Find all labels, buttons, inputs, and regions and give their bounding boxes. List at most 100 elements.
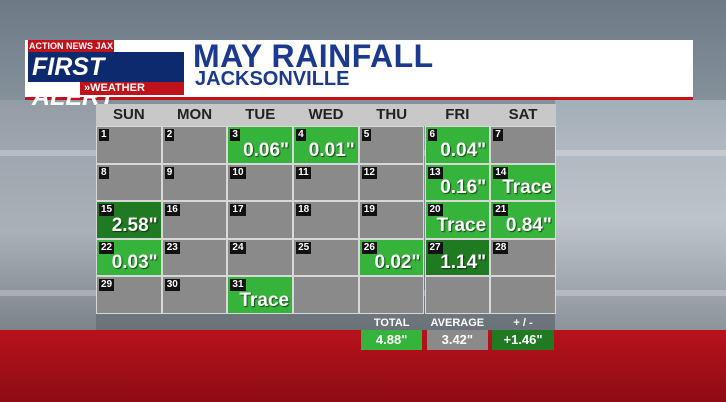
calendar-empty-cell (293, 276, 359, 314)
calendar-day-11: 11 (293, 163, 359, 201)
day-number: 18 (296, 204, 312, 216)
day-number: 17 (230, 204, 246, 216)
summary-total-value: 4.88" (360, 329, 423, 350)
weekday-sat: SAT (508, 106, 538, 123)
day-number: 19 (361, 204, 377, 216)
summary-average-label: AVERAGE (430, 316, 485, 329)
page-title: MAY RAINFALL (193, 38, 434, 74)
calendar-empty-cell (490, 276, 556, 314)
rain-amount: 0.01" (308, 139, 355, 161)
calendar-day-20: 20 Trace (424, 201, 491, 239)
summary-difference-value: +1.46" (492, 329, 554, 350)
day-number: 9 (164, 166, 175, 179)
calendar-day-26: 26 0.02" (358, 238, 425, 276)
calendar-day-23: 23 (161, 238, 228, 276)
calendar-day-3: 3 0.06" (227, 126, 294, 164)
day-number: 8 (99, 166, 109, 179)
calendar-day-6: 6 0.04" (424, 126, 491, 164)
calendar-day-24: 24 (227, 238, 294, 276)
calendar-day-2: 2 (161, 126, 228, 164)
background-left (0, 100, 96, 340)
rain-amount: Trace (239, 289, 290, 311)
day-number: 16 (164, 204, 180, 216)
day-number: 31 (230, 279, 246, 291)
weekday-thu: THU (376, 106, 408, 123)
calendar-day-8: 8 (96, 163, 162, 201)
rain-amount: 1.14" (440, 252, 487, 273)
background-right (555, 100, 726, 340)
day-number: 21 (493, 204, 509, 216)
calendar-day-10: 10 (227, 163, 294, 201)
day-number: 10 (230, 166, 246, 179)
day-number: 23 (164, 241, 180, 254)
calendar-day-18: 18 (293, 201, 359, 239)
day-number: 4 (296, 129, 306, 141)
day-number: 20 (427, 204, 443, 216)
page-subtitle: JACKSONVILLE (195, 68, 350, 90)
day-number: 30 (164, 279, 180, 291)
weekday-tue: TUE (245, 106, 276, 123)
calendar-day-29: 29 (96, 276, 162, 314)
calendar-day-5: 5 (358, 126, 425, 164)
calendar-day-1: 1 (96, 126, 162, 164)
summary-average-value: 3.42" (426, 329, 489, 350)
day-number: 15 (99, 204, 115, 216)
rain-amount: 0.04" (440, 139, 487, 161)
day-number: 5 (361, 129, 372, 141)
calendar-day-12: 12 (358, 163, 425, 201)
weekday-sun: SUN (113, 106, 145, 123)
calendar-day-4: 4 0.01" (293, 126, 359, 164)
rainfall-calendar: SUN MON TUE WED THU FRI SAT 1 2 3 0.06" 4 0.01" 5 6 0.… (96, 104, 556, 353)
weekday-header: SUN MON TUE WED THU FRI SAT (96, 104, 556, 126)
day-number: 28 (493, 241, 509, 254)
calendar-day-14: 14 Trace (490, 163, 556, 201)
day-number: 7 (493, 129, 503, 141)
calendar-day-15: 15 2.58" (96, 201, 162, 239)
weekday-wed: WED (308, 106, 344, 123)
day-number: 22 (99, 241, 115, 254)
calendar-day-22: 22 0.03" (96, 238, 162, 276)
day-number: 2 (164, 129, 175, 141)
day-number: 1 (99, 129, 109, 141)
rain-amount: Trace (502, 177, 552, 198)
calendar-day-7: 7 (490, 126, 556, 164)
calendar-day-13: 13 0.16" (424, 163, 491, 201)
day-number: 12 (361, 166, 377, 179)
summary-total-label: TOTAL (373, 316, 410, 329)
rain-amount: Trace (436, 214, 487, 236)
weekday-mon: MON (177, 106, 213, 123)
rain-amount: 0.03" (111, 252, 158, 273)
calendar-empty-cell (424, 276, 491, 314)
rain-amount: 0.06" (243, 139, 290, 161)
calendar-day-25: 25 (293, 238, 359, 276)
calendar-day-17: 17 (227, 201, 294, 239)
calendar-day-27: 27 1.14" (424, 238, 491, 276)
rain-amount: 0.16" (440, 177, 487, 198)
day-number: 24 (230, 241, 246, 254)
logo-weather: »WEATHER (80, 82, 184, 95)
calendar-day-30: 30 (161, 276, 228, 314)
day-number: 14 (493, 166, 509, 179)
station-logo: ACTION NEWS JAX FIRST ALERT »WEATHER (28, 40, 184, 111)
day-number: 25 (296, 241, 312, 254)
logo-first-alert: FIRST ALERT (28, 52, 184, 111)
rain-amount: 2.58" (111, 214, 158, 236)
day-number: 29 (99, 279, 115, 291)
logo-station-name: ACTION NEWS JAX (28, 40, 114, 52)
calendar-day-9: 9 (161, 163, 228, 201)
calendar-empty-cell (358, 276, 425, 314)
day-number: 26 (361, 241, 377, 254)
summary-difference-label: + / - (513, 316, 533, 329)
calendar-day-21: 21 0.84" (490, 201, 556, 239)
logo-first: FIRST (32, 53, 105, 81)
day-number: 27 (427, 241, 443, 254)
day-number: 6 (427, 129, 438, 141)
calendar-day-19: 19 (358, 201, 425, 239)
day-number: 3 (230, 129, 240, 141)
calendar-day-31: 31 Trace (227, 276, 294, 314)
rain-amount: 0.02" (374, 252, 421, 273)
calendar-day-28: 28 (490, 238, 556, 276)
rain-amount: 0.84" (505, 214, 552, 236)
calendar-day-16: 16 (161, 201, 228, 239)
day-number: 13 (427, 166, 443, 179)
